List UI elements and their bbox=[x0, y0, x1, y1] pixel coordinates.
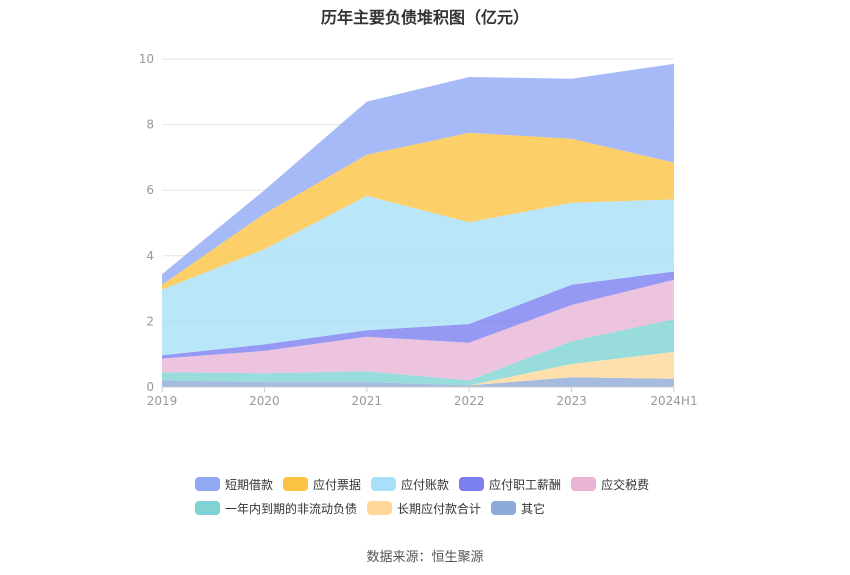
legend-item[interactable]: 应付账款 bbox=[371, 476, 449, 493]
stacked-area-chart: 0 2 4 6 8 10 2019 2020 2021 2022 2023 2024H1 bbox=[139, 52, 698, 408]
area-series-1[interactable] bbox=[162, 351, 674, 386]
y-tick-label: 6 bbox=[146, 183, 154, 197]
y-tick-label: 0 bbox=[146, 380, 154, 394]
area-series-7[interactable] bbox=[162, 63, 674, 285]
legend-item[interactable]: 其它 bbox=[491, 500, 545, 517]
legend-row: 一年内到期的非流动负债 长期应付款合计 其它 bbox=[195, 496, 675, 520]
legend-swatch bbox=[459, 477, 485, 491]
legend-item[interactable]: 短期借款 bbox=[195, 476, 273, 493]
legend-swatch bbox=[491, 501, 517, 515]
data-source: 数据来源：恒生聚源 bbox=[366, 550, 484, 565]
axis-layer: 0 2 4 6 8 10 2019 2020 2021 2022 2023 2024H1 bbox=[139, 52, 698, 408]
legend: 短期借款 应付票据 应付账款 应付职工薪酬 应交税费 一年内到期的非流动负债 长期应付款合… bbox=[195, 472, 675, 520]
legend-swatch bbox=[195, 477, 220, 491]
area-series-0[interactable] bbox=[162, 377, 674, 387]
x-tick-label: 2023 bbox=[556, 394, 587, 408]
legend-swatch bbox=[195, 501, 220, 515]
legend-item[interactable]: 一年内到期的非流动负债 bbox=[195, 500, 357, 517]
legend-label: 应付票据 bbox=[313, 477, 362, 492]
chart-title: 历年主要负债堆积图（亿元） bbox=[320, 8, 529, 27]
area-layer bbox=[162, 63, 674, 387]
area-series-5[interactable] bbox=[162, 195, 674, 356]
area-series-3[interactable] bbox=[162, 279, 674, 381]
legend-item[interactable]: 长期应付款合计 bbox=[367, 500, 481, 517]
legend-item[interactable]: 应交税费 bbox=[571, 476, 649, 493]
legend-swatch bbox=[283, 477, 309, 491]
legend-label: 应交税费 bbox=[601, 477, 650, 492]
y-tick-label: 10 bbox=[139, 52, 154, 66]
legend-swatch bbox=[371, 477, 397, 491]
legend-label: 应付账款 bbox=[401, 477, 450, 492]
x-tick-label: 2019 bbox=[147, 394, 178, 408]
area-series-4[interactable] bbox=[162, 271, 674, 359]
y-tick-label: 4 bbox=[146, 249, 154, 263]
y-tick-label: 2 bbox=[146, 314, 154, 328]
area-series-2[interactable] bbox=[162, 319, 674, 386]
legend-label: 应付职工薪酬 bbox=[489, 477, 562, 492]
area-series-6[interactable] bbox=[162, 132, 674, 290]
legend-item[interactable]: 应付职工薪酬 bbox=[459, 476, 561, 493]
x-tick-label: 2021 bbox=[352, 394, 383, 408]
legend-swatch bbox=[367, 501, 393, 515]
legend-row: 短期借款 应付票据 应付账款 应付职工薪酬 应交税费 bbox=[195, 472, 675, 496]
legend-label: 长期应付款合计 bbox=[397, 501, 482, 516]
y-tick-label: 8 bbox=[146, 118, 154, 132]
legend-swatch bbox=[571, 477, 597, 491]
x-tick-label: 2022 bbox=[454, 394, 485, 408]
x-tick-label: 2024H1 bbox=[650, 394, 697, 408]
x-tick-label: 2020 bbox=[249, 394, 280, 408]
legend-item[interactable]: 应付票据 bbox=[283, 476, 361, 493]
legend-label: 其它 bbox=[521, 501, 546, 516]
legend-label: 短期借款 bbox=[225, 477, 274, 492]
legend-label: 一年内到期的非流动负债 bbox=[225, 501, 358, 516]
